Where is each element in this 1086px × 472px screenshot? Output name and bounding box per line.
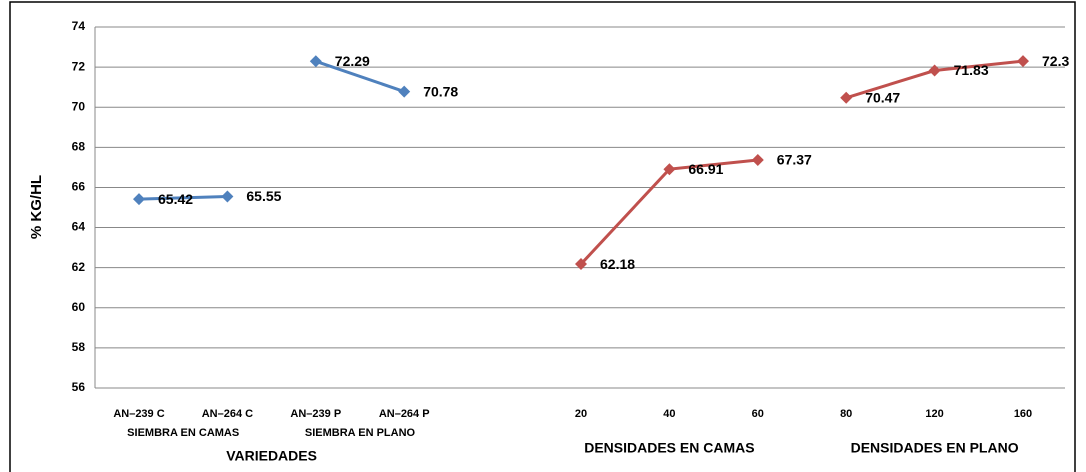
y-tick-label: 56	[72, 380, 86, 394]
data-label: 65.55	[246, 188, 281, 204]
x-tick-label: AN–239 P	[290, 408, 341, 420]
x-tick-label: 60	[752, 408, 764, 420]
point-marker	[751, 153, 764, 166]
point-marker	[1017, 55, 1029, 68]
data-label: 65.42	[158, 191, 193, 207]
y-axis-label: % KG/HL	[28, 175, 45, 239]
y-tick-label: 62	[72, 260, 86, 274]
data-label: 72.29	[335, 53, 370, 69]
group-label: DENSIDADES EN CAMAS	[584, 440, 754, 456]
point-marker	[398, 85, 411, 98]
x-tick-label: 160	[1014, 408, 1032, 420]
group-label: SIEMBRA EN PLANO	[305, 427, 416, 439]
point-marker	[133, 193, 145, 206]
y-tick-label: 66	[72, 180, 86, 194]
group-label: DENSIDADES EN PLANO	[851, 440, 1019, 456]
point-marker	[663, 163, 676, 176]
x-tick-label: 120	[925, 408, 943, 420]
y-tick-label: 58	[72, 340, 86, 354]
data-label: 67.37	[777, 152, 812, 168]
point-marker	[928, 64, 941, 77]
data-label: 62.18	[600, 256, 635, 272]
chart-frame	[9, 1, 1076, 472]
series-line	[579, 158, 758, 266]
x-tick-label: 80	[840, 408, 852, 420]
data-label: 70.47	[865, 89, 900, 105]
point-marker	[309, 55, 322, 68]
data-label: 66.91	[688, 161, 723, 177]
x-tick-label: 40	[663, 408, 675, 420]
x-tick-label: AN–239 C	[113, 408, 164, 420]
data-label: 70.78	[423, 83, 458, 99]
x-tick-label: AN–264 P	[379, 408, 430, 420]
series-line	[315, 59, 405, 93]
data-label: 72.3	[1042, 53, 1069, 69]
x-tick-label: 20	[575, 408, 587, 420]
group-label: VARIEDADES	[226, 448, 317, 464]
y-tick-label: 64	[72, 220, 86, 234]
data-label: 71.83	[954, 62, 989, 78]
y-tick-label: 60	[72, 300, 86, 314]
point-marker	[575, 258, 587, 271]
point-marker	[221, 190, 234, 203]
point-marker	[840, 91, 853, 104]
y-tick-label: 72	[72, 59, 86, 73]
y-tick-label: 68	[72, 140, 86, 154]
series-line	[138, 194, 228, 201]
group-label: SIEMBRA EN CAMAS	[127, 427, 239, 439]
y-tick-label: 70	[72, 99, 86, 113]
x-tick-label: AN–264 C	[202, 408, 253, 420]
y-tick-label: 74	[72, 19, 86, 33]
